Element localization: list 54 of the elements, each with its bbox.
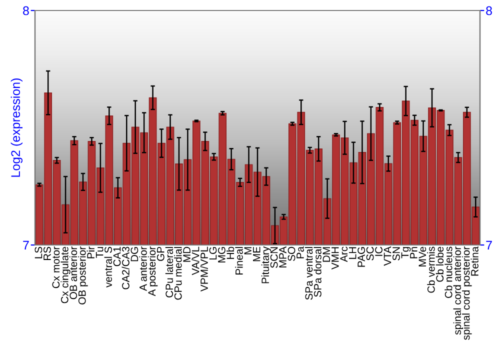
x-tick-label: GP (156, 246, 164, 261)
y2-tick-label: 7 (486, 240, 492, 250)
x-tick-label: LG (209, 247, 217, 260)
x-tick-label: LH (349, 247, 356, 259)
x-tick-label: Hb (226, 246, 234, 259)
x-tick-label: VA/VL (192, 246, 200, 276)
x-tick-label: A posterior (148, 246, 158, 296)
x-tick-label: Tg (401, 247, 411, 258)
x-tick-label: IC (375, 246, 382, 256)
x-tick-label: SN (392, 247, 400, 260)
x-tick-label: Pineal (235, 247, 243, 274)
x-tick-label: SC (366, 246, 374, 260)
x-tick-label: CPu medial (174, 247, 182, 300)
x-tick-label: M (244, 247, 252, 254)
x-tick-label: DM (322, 247, 330, 262)
x-tick-label: spinal cord posterior (462, 246, 472, 340)
x-tick-label: SPa ventral (305, 247, 313, 300)
x-tick-label: MPA (279, 246, 286, 268)
x-tick-label: DG (130, 247, 138, 262)
x-tick-label: Tu (96, 247, 104, 258)
x-tick-label: MG (218, 247, 226, 262)
x-tick-label: OB anterior (69, 246, 78, 300)
x-tick-label: VMH (332, 247, 339, 270)
x-tick-label: Retina (470, 246, 478, 276)
x-tick-label: PAG (358, 247, 365, 267)
x-tick-label: CPu lateral (165, 247, 174, 298)
x-tick-label: Cb vermis (427, 246, 435, 293)
x-tick-label: Cx motor (52, 246, 60, 288)
x-tick-label: ventral S (104, 246, 112, 288)
x-tick-label: CA1 (113, 246, 121, 266)
x-tick-label: Pir (86, 246, 94, 258)
x-tick-label: MD (183, 246, 190, 262)
x-tick-label: spinal cord anterior (453, 246, 464, 335)
x-tick-label: Pn (410, 247, 418, 258)
y-axis-title: Log2 (expression) (10, 78, 22, 177)
x-tick-label: OB posterior (78, 246, 88, 304)
x-tick-label: Pa (296, 246, 304, 258)
x-tick-label: SPa dorsal (314, 247, 322, 297)
x-tick-label: MVe (418, 246, 426, 266)
x-tick-label: VPM/VPL (200, 246, 208, 292)
y2-tick-label: 8 (486, 6, 492, 16)
x-tick-label: VTA (384, 246, 392, 266)
x-tick-label: Cb nucleus (444, 246, 452, 298)
x-tick-label: A anterior (139, 246, 147, 291)
x-tick-label: LS (34, 246, 42, 258)
x-tick-label: CA2/CA3 (122, 246, 130, 290)
x-tick-label: SO (288, 246, 296, 261)
x-tick-label: Cx cingulate (60, 246, 70, 304)
x-tick-label: SCN (270, 247, 278, 268)
x-tick-label: Cb lobe (436, 246, 444, 282)
x-tick-label: Pituitary (261, 246, 272, 284)
x-tick-label: RS (44, 246, 51, 260)
x-tick-label: ME (253, 246, 260, 262)
x-tick-label: Arc (340, 246, 348, 262)
